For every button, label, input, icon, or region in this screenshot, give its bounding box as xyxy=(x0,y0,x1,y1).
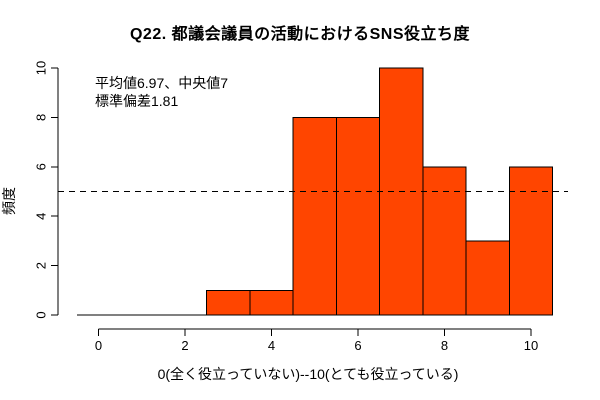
stats-annotation-line2: 標準偏差1.81 xyxy=(95,93,179,109)
histogram-bar xyxy=(465,240,510,316)
y-axis-tick-label: 2 xyxy=(34,262,49,269)
histogram-bar xyxy=(335,116,381,316)
y-axis-title: 頻度 xyxy=(1,187,17,215)
x-axis-tick-label: 6 xyxy=(354,338,361,353)
x-axis-tick-label: 10 xyxy=(524,338,538,353)
histogram-bar xyxy=(422,166,467,316)
x-axis-tick-label: 8 xyxy=(441,338,448,353)
y-axis-tick-label: 0 xyxy=(34,311,49,318)
histogram-bar xyxy=(206,289,251,316)
y-axis-tick-label: 4 xyxy=(34,213,49,220)
histogram-bar xyxy=(292,116,337,316)
y-axis-tick-label: 10 xyxy=(34,61,49,75)
chart-title: Q22. 都議会議員の活動におけるSNS役立ち度 xyxy=(129,26,471,43)
histogram-bar xyxy=(249,289,294,316)
y-axis-tick-label: 6 xyxy=(34,163,49,170)
stats-annotation-line1: 平均値6.97、中央値7 xyxy=(95,75,229,91)
histogram-bar xyxy=(508,166,554,316)
x-axis-title: 0(全く役立っていない)--10(とても役立っている) xyxy=(157,366,459,382)
stats-annotation: 平均値6.97、中央値7 標準偏差1.81 xyxy=(95,74,228,110)
y-axis-tick-label: 8 xyxy=(34,114,49,121)
x-axis-tick-label: 0 xyxy=(95,338,102,353)
x-axis-tick-label: 4 xyxy=(268,338,275,353)
x-axis-tick-label: 2 xyxy=(181,338,188,353)
